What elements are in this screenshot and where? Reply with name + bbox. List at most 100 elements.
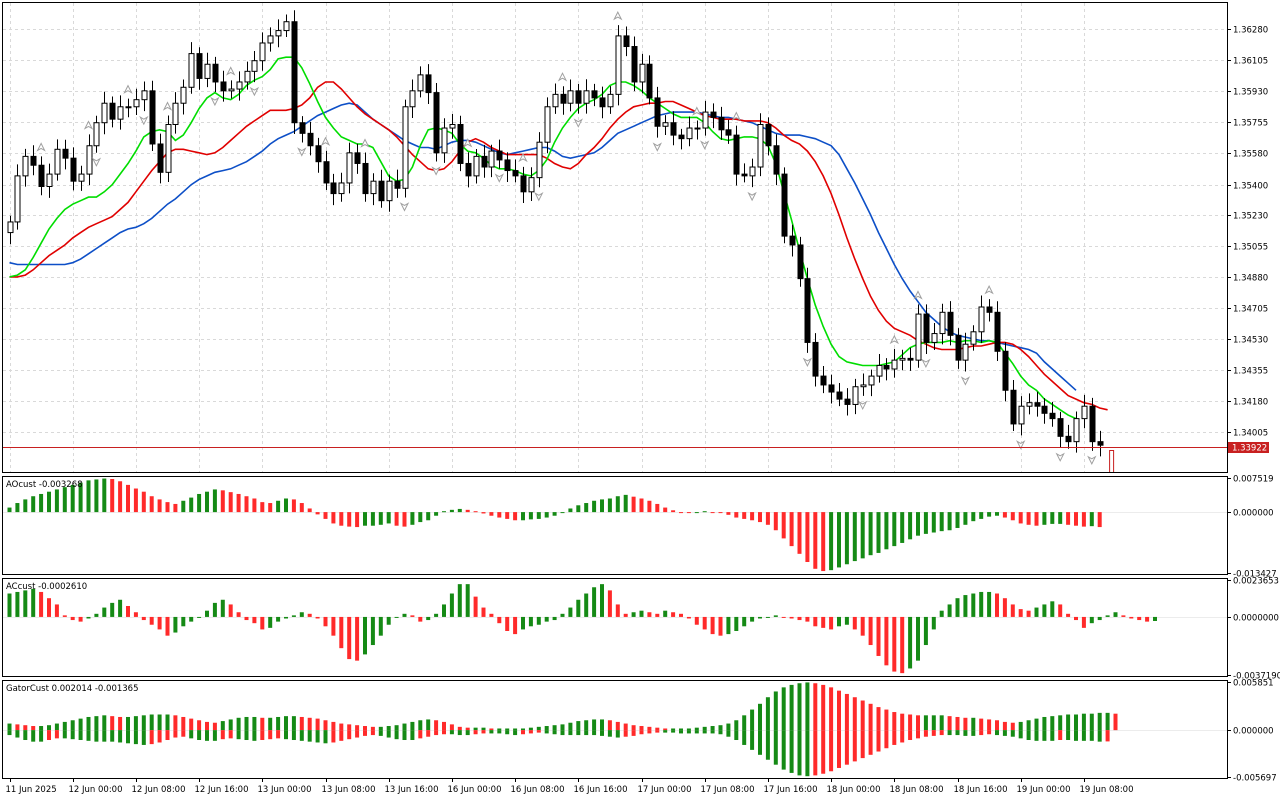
gator-lower-bar: [852, 730, 857, 762]
bull-candle-body: [54, 148, 61, 175]
ac-bar: [299, 612, 304, 617]
fractal-down-icon: [494, 173, 504, 183]
gator-upper-bar: [70, 720, 75, 731]
time-tick-label: 13 Jun 00:00: [258, 785, 312, 795]
gator-lower-bar: [568, 730, 573, 736]
ac-bar: [607, 590, 612, 617]
gator-lower-bar: [110, 730, 115, 742]
ao-bar: [31, 496, 36, 513]
ac-bar: [323, 616, 328, 627]
ao-bar: [1042, 512, 1047, 525]
time-tick-label: 12 Jun 08:00: [132, 785, 186, 795]
ac-bar: [62, 615, 67, 617]
ac-bar: [47, 598, 51, 617]
ac-bar: [497, 616, 502, 624]
ac-bar: [1018, 609, 1023, 617]
gator-upper-bar: [615, 721, 620, 731]
ac-bar: [481, 607, 486, 617]
gator-lower-bar: [663, 730, 668, 733]
ac-bar: [15, 591, 20, 617]
fractal-up-icon: [36, 142, 46, 152]
gator-upper-bar: [916, 715, 920, 731]
ac-bar: [291, 615, 296, 617]
ac-bar: [23, 590, 28, 617]
candle: [251, 51, 258, 83]
ao-bar: [679, 512, 683, 514]
ac-bar: [963, 595, 968, 617]
ac-bar: [165, 616, 170, 636]
bear-candle-body: [291, 21, 298, 124]
candle: [560, 86, 567, 115]
gator-upper-bar: [852, 697, 857, 731]
ao-bar: [47, 491, 51, 513]
ac-bar: [39, 591, 44, 617]
ao-bar: [244, 496, 249, 513]
time-tick-label: 12 Jun 16:00: [195, 785, 249, 795]
ac-label: ACcust -0.0002610: [6, 582, 87, 592]
gator-lower-bar: [521, 730, 525, 735]
fractal-down-icon: [858, 400, 868, 411]
gator-lower-bar: [552, 730, 557, 735]
bear-candle-body: [481, 155, 488, 168]
gator-lower-bar: [126, 730, 130, 744]
ac-bar: [1145, 616, 1150, 622]
bull-candle-body: [172, 102, 179, 125]
bear-candle-body: [781, 173, 788, 237]
gator-lower-bar: [54, 730, 59, 739]
ac-bar: [623, 613, 628, 617]
ac-bar: [449, 593, 454, 617]
bear-candle-body: [1034, 402, 1041, 407]
ao-bar: [457, 508, 462, 513]
gator-lower-bar: [963, 730, 968, 736]
ac-bar: [765, 616, 770, 618]
ao-bar: [418, 512, 423, 523]
candle: [204, 52, 211, 88]
candle: [338, 172, 345, 202]
candle: [662, 115, 669, 135]
gator-upper-bar: [149, 714, 154, 731]
bear-candle-body: [710, 111, 717, 118]
ao-bar: [947, 512, 952, 531]
gator-lower-bar: [31, 730, 36, 742]
gator-lower-bar: [410, 730, 415, 741]
ao-bar: [118, 481, 123, 513]
ao-bar: [1074, 512, 1078, 526]
ac-bar: [276, 616, 281, 622]
gator-lower-bar: [23, 730, 28, 741]
bear-candle-body: [425, 74, 432, 94]
gator-lower-bar: [1105, 730, 1110, 742]
gator-lower-bar: [299, 730, 304, 741]
gator-lower-bar: [773, 730, 778, 765]
bull-candle-body: [536, 141, 543, 179]
bear-candle-body: [670, 122, 677, 136]
bear-candle-body: [591, 90, 598, 99]
gator-lower-bar: [70, 730, 75, 740]
ao-bar: [844, 512, 849, 565]
ao-bar: [126, 484, 130, 513]
ac-bar: [1153, 616, 1157, 621]
candle: [654, 86, 661, 138]
gator-lower-bar: [631, 730, 636, 736]
ao-bar: [876, 512, 881, 553]
candle: [970, 325, 977, 351]
ac-bar: [789, 616, 794, 619]
gator-lower-bar: [315, 730, 320, 743]
bull-candle-body: [615, 35, 622, 95]
bull-candle-body: [346, 152, 353, 184]
gator-lower-bar: [212, 730, 217, 741]
candle: [536, 132, 543, 188]
gator-lower-bar: [339, 730, 344, 741]
fractal-down-icon: [399, 202, 410, 212]
price-tick-label: -0.005697: [1233, 774, 1277, 784]
ao-bar: [315, 512, 320, 515]
gator-lower-bar: [892, 730, 897, 745]
candle: [552, 83, 559, 114]
gator-lower-bar: [260, 730, 265, 741]
price-tick-label: 1.34005: [1233, 429, 1268, 439]
ac-bar: [457, 584, 462, 617]
bull-candle-body: [101, 102, 108, 124]
ao-bar: [884, 512, 889, 550]
gator-upper-bar: [513, 728, 518, 731]
candle: [1010, 380, 1017, 432]
